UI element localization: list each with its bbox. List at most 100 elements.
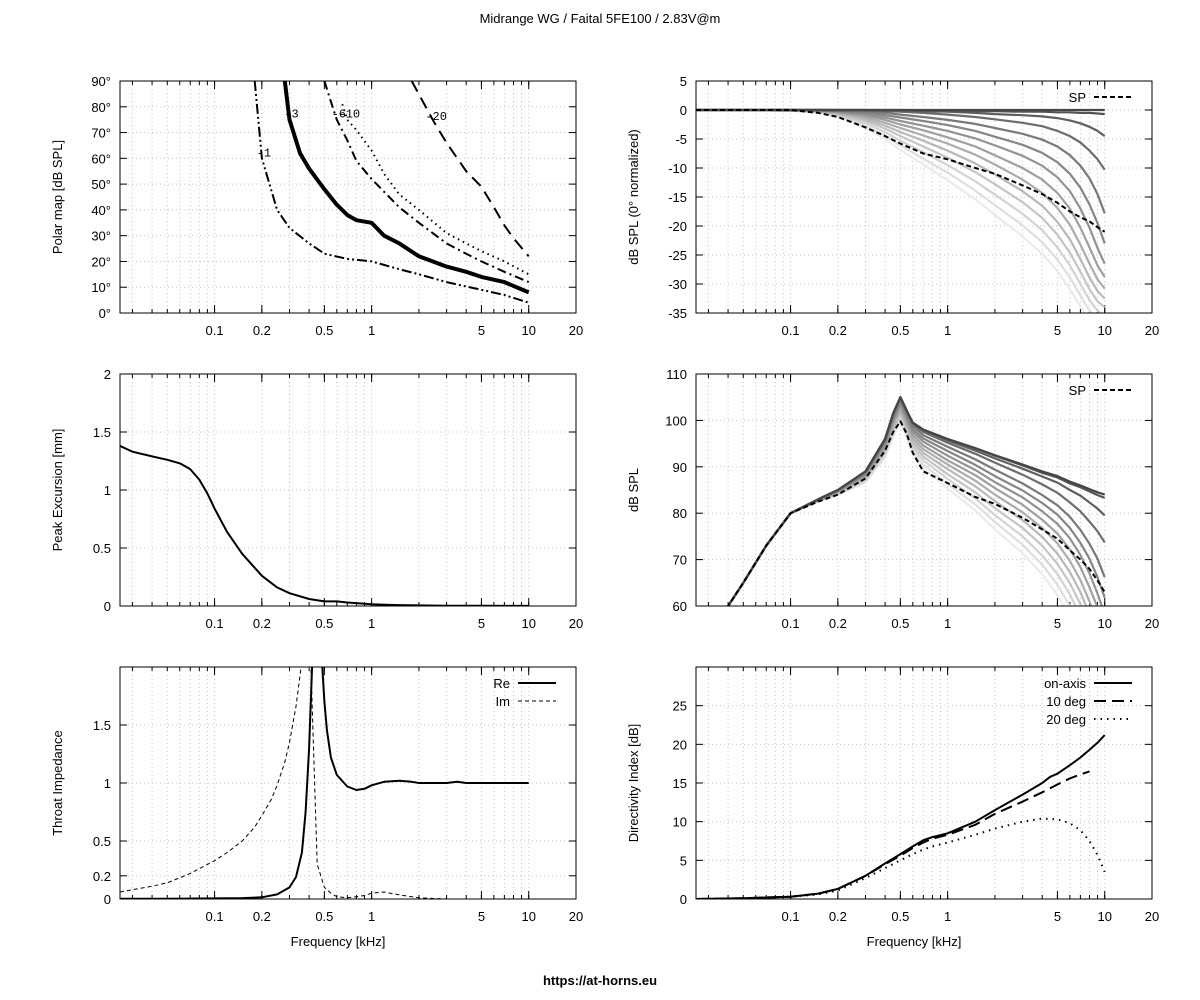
y-tick-label: 0 <box>104 599 111 614</box>
chart-norm: -35 -30 -25 -20 -15 -10 -5 0 5 0.1 0.2 0.5 1 5 10 20 dB … <box>626 74 1159 338</box>
y-tick-label: 0° <box>99 306 111 321</box>
y-tick-label: 0.5 <box>93 834 111 849</box>
y-tick-label: 1.5 <box>93 718 111 733</box>
chart-panels: 0°10°20°30°40°50°60°70°80°90°0.1 0.2 0.5 1 5… <box>50 74 1159 949</box>
y-axis-label: Peak Excursion [mm] <box>50 429 65 552</box>
x-tick-label: 5 <box>1054 909 1061 924</box>
y-tick-label: 40° <box>91 203 111 218</box>
contour-label: -10 <box>339 108 361 122</box>
plot-frame <box>119 373 577 607</box>
plot-frame <box>119 80 577 314</box>
y-tick-label: -15 <box>668 190 687 205</box>
x-tick-label: 1 <box>368 909 375 924</box>
series-group <box>253 81 530 304</box>
grid <box>696 373 1152 607</box>
x-tick-label: 10 <box>521 909 535 924</box>
x-tick-label: 1 <box>944 323 951 338</box>
footer-url[interactable]: https://at-horns.eu <box>543 973 657 988</box>
y-tick-label: 2 <box>104 367 111 382</box>
y-tick-label: -25 <box>668 248 687 263</box>
legend: Re Im <box>493 676 556 709</box>
x-tick-label: 1 <box>944 909 951 924</box>
plot-frame <box>695 80 1153 314</box>
series-line-1 <box>253 81 530 304</box>
x-tick-label: 0.2 <box>253 616 271 631</box>
x-tick-label: 5 <box>1054 616 1061 631</box>
series-group <box>120 667 529 899</box>
x-tick-label: 0.2 <box>829 323 847 338</box>
y-axis-label: Directivity Index [dB] <box>626 724 641 843</box>
x-tick-label: 20 <box>1145 909 1159 924</box>
series-line-curve-6 <box>696 108 1106 244</box>
y-tick-label: 1 <box>104 776 111 791</box>
x-axis-label: Frequency [kHz] <box>291 934 386 949</box>
series-line-20 <box>410 81 530 257</box>
legend-label: 10 deg <box>1046 694 1086 709</box>
x-tick-label: 5 <box>478 616 485 631</box>
y-tick-label: 100 <box>665 413 687 428</box>
x-tick-label: 0.5 <box>891 909 909 924</box>
series-group <box>120 444 529 606</box>
x-tick-label: 20 <box>569 909 583 924</box>
x-tick-label: 1 <box>368 323 375 338</box>
chart-polar: 0° 10° 20° 30° 40° 50° 60° 70° 80° 90° 0.1 0.2 0.5 1 5… <box>50 74 583 338</box>
y-tick-label: 20 <box>673 737 687 752</box>
legend-label: on-axis <box>1044 676 1086 691</box>
legend-label: SP <box>1069 383 1086 398</box>
y-tick-label: 80 <box>673 506 687 521</box>
chart-impedance: 0 0.2 0.5 1 1.5 0.1 0.2 0.5 1 5 10 20 Throat Impedan… <box>50 666 583 949</box>
x-tick-label: 20 <box>1145 323 1159 338</box>
series-line-20-deg <box>696 817 1106 899</box>
legend-label: 20 deg <box>1046 712 1086 727</box>
chart-excursion: 0 0.5 1 1.5 2 0.1 0.2 0.5 1 5 10 20 Peak Excursion [… <box>50 367 583 631</box>
contour-label: -6 <box>332 108 346 122</box>
grid <box>120 373 576 607</box>
series-line-curve-10 <box>696 108 1106 300</box>
y-tick-label: 50° <box>91 177 111 192</box>
chart-spl: 60 70 80 90 100 110 0.1 0.2 0.5 1 5 10 20 dB SPL SP <box>626 367 1159 631</box>
y-tick-label: -35 <box>668 306 687 321</box>
plot-frame <box>695 373 1153 607</box>
series-group <box>726 396 1106 606</box>
y-tick-label: 1 <box>104 483 111 498</box>
x-tick-label: 20 <box>569 616 583 631</box>
legend-label: Im <box>496 694 510 709</box>
grid <box>696 667 1152 900</box>
series-line-curve-0 <box>120 444 529 606</box>
y-tick-label: 10° <box>91 280 111 295</box>
x-tick-label: 20 <box>569 323 583 338</box>
x-tick-label: 0.1 <box>782 909 800 924</box>
y-axis-label: Polar map [dB SPL] <box>50 140 65 254</box>
y-tick-label: 60 <box>673 599 687 614</box>
y-tick-label: 0.5 <box>93 541 111 556</box>
contour-label: -1 <box>257 146 271 160</box>
series-line-Re <box>120 667 529 899</box>
y-axis-label: dB SPL (0° normalized) <box>626 129 641 265</box>
x-tick-label: 5 <box>478 909 485 924</box>
y-tick-label: 25 <box>673 699 687 714</box>
y-tick-label: -30 <box>668 277 687 292</box>
x-tick-label: 0.2 <box>253 909 271 924</box>
y-tick-label: -5 <box>675 132 687 147</box>
x-tick-label: 10 <box>521 323 535 338</box>
x-tick-label: 1 <box>368 616 375 631</box>
x-tick-label: 0.1 <box>782 323 800 338</box>
y-tick-label: 30° <box>91 229 111 244</box>
x-tick-label: 0.1 <box>206 616 224 631</box>
x-tick-label: 0.1 <box>206 323 224 338</box>
y-tick-label: 70° <box>91 126 111 141</box>
series-line-Im <box>120 667 529 899</box>
x-tick-label: 5 <box>478 323 485 338</box>
y-tick-label: 0 <box>680 892 687 907</box>
y-tick-label: 0 <box>680 103 687 118</box>
figure-title: Midrange WG / Faital 5FE100 / 2.83V@m <box>480 11 721 26</box>
x-tick-label: 0.5 <box>315 909 333 924</box>
x-tick-label: 0.2 <box>829 616 847 631</box>
x-tick-label: 0.5 <box>891 323 909 338</box>
x-tick-label: 0.5 <box>891 616 909 631</box>
y-tick-label: 15 <box>673 776 687 791</box>
series-line-6 <box>323 81 530 284</box>
x-tick-label: 10 <box>1097 909 1111 924</box>
